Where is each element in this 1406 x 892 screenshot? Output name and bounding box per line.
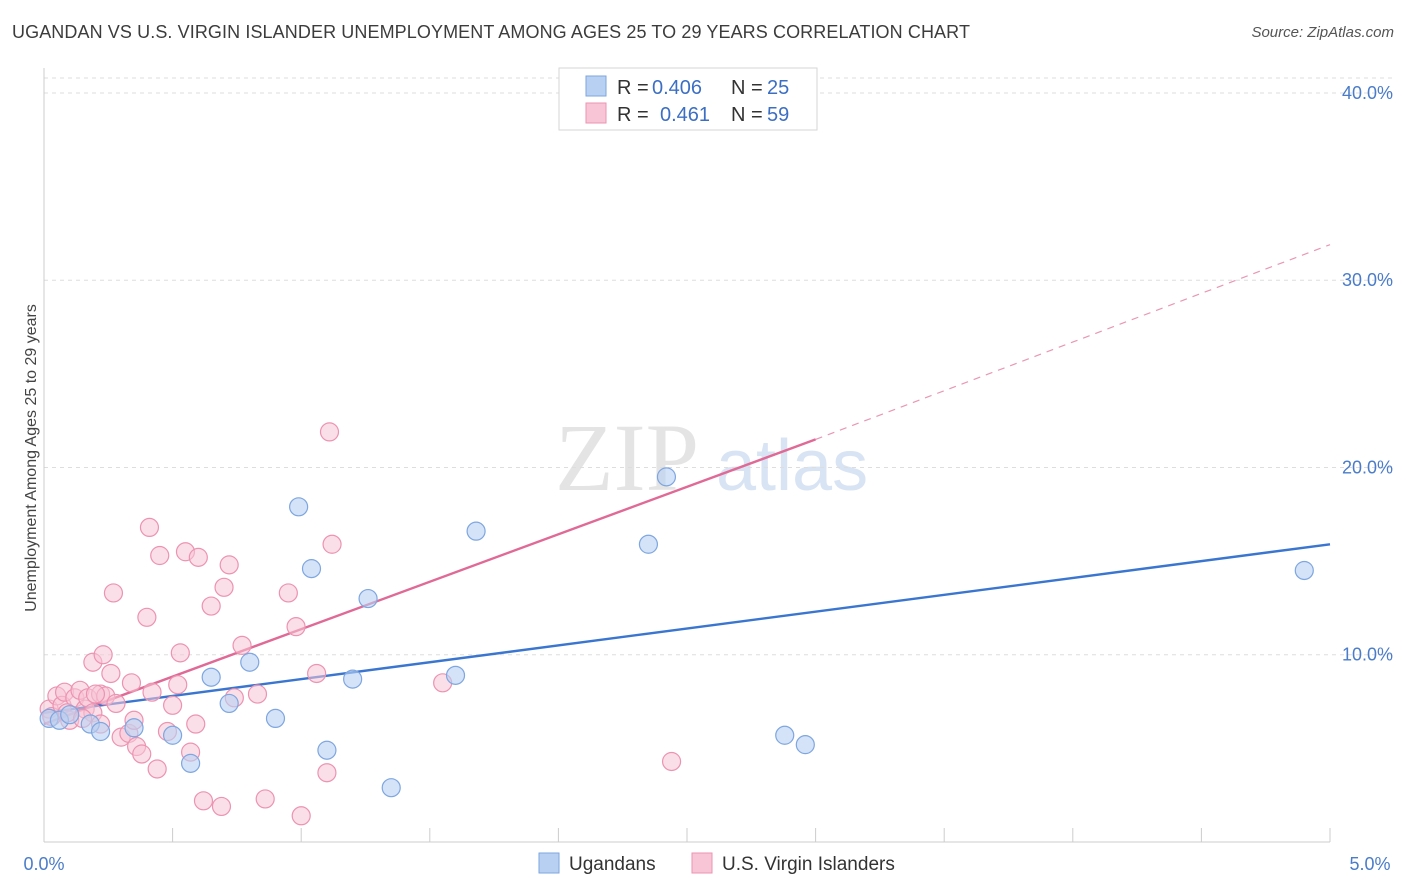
bottom-legend-swatch-virgin-islanders: [691, 852, 713, 874]
point-virgin-islanders-46: [255, 789, 275, 809]
point-virgin-islanders-28: [147, 759, 167, 779]
watermark-atlas: atlas: [716, 426, 868, 506]
point-ugandans-10: [240, 652, 260, 672]
axes: [43, 68, 1331, 843]
point-virgin-islanders-41: [214, 577, 234, 597]
point-ugandans-8: [201, 667, 221, 687]
bottom-legend-swatch-ugandans: [538, 852, 560, 874]
point-ugandans-12: [289, 497, 309, 517]
point-virgin-islanders-58: [85, 684, 106, 704]
point-virgin-islanders-32: [168, 675, 188, 695]
point-virgin-islanders-40: [211, 796, 232, 817]
point-virgin-islanders-25: [137, 607, 157, 627]
point-ugandans-4: [90, 721, 111, 742]
trendline-virgin-islanders: [43, 438, 817, 726]
point-virgin-islanders-45: [247, 684, 268, 704]
point-ugandans-7: [181, 753, 201, 773]
watermark: ZIP atlas: [555, 404, 868, 511]
point-ugandans-18: [445, 665, 466, 685]
point-virgin-islanders-47: [278, 583, 298, 603]
point-ugandans-5: [124, 718, 144, 738]
legend-n-value-1: 25: [767, 77, 789, 99]
point-virgin-islanders-17: [103, 583, 124, 603]
chart-title: UGANDAN VS U.S. VIRGIN ISLANDER UNEMPLOY…: [12, 22, 971, 42]
point-virgin-islanders-44: [232, 635, 252, 655]
legend-r-label-1: R =: [617, 77, 649, 99]
legend-r-label-2: R =: [617, 104, 649, 126]
legend-n-label-2: N =: [731, 104, 763, 126]
x-tick-label-min: 0.0%: [23, 854, 64, 874]
y-tick-label-0: 10.0%: [1342, 645, 1393, 665]
gridlines: [44, 77, 1395, 656]
point-virgin-islanders-16: [101, 663, 121, 684]
trendline-virgin-islanders-extension: [815, 244, 1331, 440]
point-ugandans-19: [466, 521, 486, 541]
point-virgin-islanders-27: [142, 682, 162, 702]
legend-box: R = 0.406 N = 25 R = 0.461 N = 59: [558, 67, 818, 131]
x-tick-labels: 0.0% 5.0%: [23, 854, 1390, 874]
legend-n-value-2: 59: [767, 104, 789, 126]
point-virgin-islanders-31: [163, 695, 183, 715]
point-virgin-islanders-51: [317, 763, 337, 783]
bottom-legend-label-ugandans: Ugandans: [569, 854, 656, 875]
point-ugandans-2: [60, 705, 80, 725]
point-virgin-islanders-49: [291, 806, 311, 826]
y-axis-label: Unemployment Among Ages 25 to 29 years: [23, 304, 40, 612]
point-virgin-islanders-36: [186, 714, 206, 734]
y-tick-label-2: 30.0%: [1342, 270, 1393, 290]
point-ugandans-24: [1294, 560, 1314, 581]
point-ugandans-22: [775, 725, 795, 745]
legend-r-value-2: 0.461: [660, 104, 710, 126]
point-ugandans-23: [795, 735, 815, 755]
watermark-zip: ZIP: [555, 404, 699, 511]
point-ugandans-16: [358, 588, 378, 609]
point-ugandans-21: [656, 467, 677, 487]
legend-n-label-1: N =: [731, 77, 763, 99]
series-ugandans-points: [39, 467, 1314, 798]
point-virgin-islanders-48: [286, 617, 306, 637]
point-ugandans-6: [163, 725, 183, 745]
point-ugandans-11: [265, 708, 286, 729]
point-ugandans-15: [343, 669, 363, 689]
point-ugandans-13: [301, 559, 322, 579]
point-virgin-islanders-52: [319, 422, 340, 442]
legend-r-value-1: 0.406: [652, 77, 702, 99]
y-tick-label-3: 40.0%: [1342, 83, 1393, 103]
bottom-legend: Ugandans U.S. Virgin Islanders: [538, 852, 895, 875]
point-virgin-islanders-18: [106, 693, 126, 714]
point-virgin-islanders-42: [219, 555, 239, 575]
x-tick-label-max: 5.0%: [1349, 854, 1390, 874]
legend-swatch-ugandans: [585, 75, 607, 97]
point-ugandans-17: [381, 778, 401, 798]
point-virgin-islanders-26: [139, 517, 160, 538]
point-virgin-islanders-14: [93, 645, 113, 665]
legend-swatch-virgin-islanders: [585, 102, 607, 124]
point-virgin-islanders-38: [193, 791, 214, 811]
bottom-legend-label-virgin-islanders: U.S. Virgin Islanders: [722, 854, 895, 875]
point-virgin-islanders-53: [322, 534, 342, 554]
point-virgin-islanders-21: [121, 673, 142, 693]
point-ugandans-14: [317, 740, 337, 760]
y-tick-labels: 10.0% 20.0% 30.0% 40.0%: [1342, 83, 1393, 665]
point-virgin-islanders-33: [170, 643, 190, 663]
source-label: Source: ZipAtlas.com: [1251, 24, 1394, 41]
point-virgin-islanders-55: [661, 751, 682, 772]
point-ugandans-20: [638, 534, 659, 554]
point-virgin-islanders-24: [132, 744, 152, 764]
point-virgin-islanders-29: [150, 545, 170, 566]
y-tick-label-1: 20.0%: [1342, 457, 1393, 477]
point-virgin-islanders-39: [201, 596, 221, 616]
point-virgin-islanders-37: [188, 547, 208, 567]
point-virgin-islanders-50: [307, 663, 327, 684]
point-ugandans-9: [219, 693, 239, 714]
